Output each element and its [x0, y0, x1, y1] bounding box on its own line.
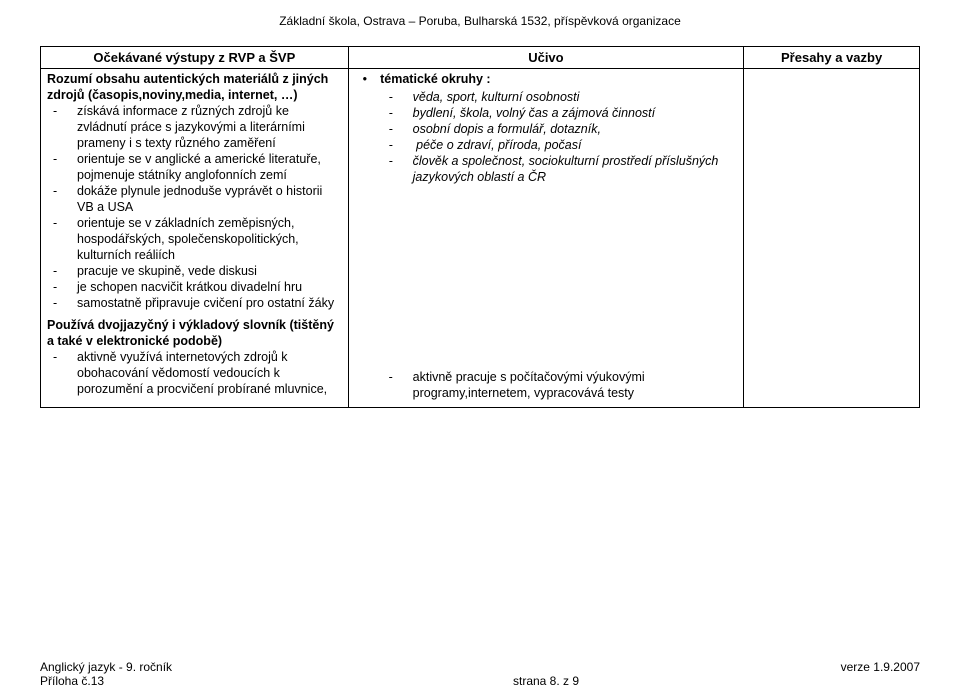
list-item: dokáže plynule jednoduše vyprávět o hist…	[65, 183, 342, 215]
outcomes-list-2: aktivně využívá internetových zdrojů k o…	[47, 349, 342, 397]
outcomes-list: získává informace z různých zdrojů ke zv…	[47, 103, 342, 311]
list-item: aktivně využívá internetových zdrojů k o…	[65, 349, 342, 397]
outcomes-intro-2: Používá dvojjazyčný i výkladový slovník …	[47, 317, 342, 349]
list-item: osobní dopis a formulář, dotazník,	[401, 121, 738, 137]
list-item: pracuje ve skupině, vede diskusi	[65, 263, 342, 279]
th-outcomes: Očekávané výstupy z RVP a ŠVP	[41, 47, 349, 69]
list-item: orientuje se v anglické a americké liter…	[65, 151, 342, 183]
footer-attachment: Příloha č.13	[40, 674, 172, 688]
outcomes-intro: Rozumí obsahu autentických materiálů z j…	[47, 71, 342, 103]
page-footer: Anglický jazyk - 9. ročník Příloha č.13 …	[40, 660, 920, 688]
list-item: orientuje se v základních zeměpisných, h…	[65, 215, 342, 263]
curriculum-topic: tématické okruhy : věda, sport, kulturní…	[377, 71, 738, 185]
list-item: věda, sport, kulturní osobnosti	[401, 89, 738, 105]
list-item: člověk a společnost, sociokulturní prost…	[401, 153, 738, 185]
curriculum-title: tématické okruhy :	[380, 72, 490, 86]
list-item: samostatně připravuje cvičení pro ostatn…	[65, 295, 342, 311]
org-header: Základní škola, Ostrava – Poruba, Bulhar…	[40, 14, 920, 28]
list-item: je schopen nacvičit krátkou divadelní hr…	[65, 279, 342, 295]
list-item: získává informace z různých zdrojů ke zv…	[65, 103, 342, 151]
table-header-row: Očekávané výstupy z RVP a ŠVP Učivo Přes…	[41, 47, 920, 69]
curriculum-bullet: tématické okruhy : věda, sport, kulturní…	[355, 71, 738, 185]
table-row: Rozumí obsahu autentických materiálů z j…	[41, 69, 920, 408]
footer-subject: Anglický jazyk - 9. ročník	[40, 660, 172, 674]
footer-left: Anglický jazyk - 9. ročník Příloha č.13	[40, 660, 172, 688]
curriculum-sublist: věda, sport, kulturní osobnosti bydlení,…	[377, 89, 738, 185]
cell-curriculum: tématické okruhy : věda, sport, kulturní…	[348, 69, 744, 408]
curriculum-list-2: aktivně pracuje s počítačovými výukovými…	[355, 369, 738, 401]
th-curriculum: Učivo	[348, 47, 744, 69]
cell-outcomes: Rozumí obsahu autentických materiálů z j…	[41, 69, 349, 408]
footer-version: verze 1.9.2007	[841, 660, 920, 674]
th-overlaps: Přesahy a vazby	[744, 47, 920, 69]
cell-overlaps	[744, 69, 920, 408]
list-item: bydlení, škola, volný čas a zájmová činn…	[401, 105, 738, 121]
spacer	[355, 185, 738, 369]
list-item: péče o zdraví, příroda, počasí	[401, 137, 738, 153]
content-table: Očekávané výstupy z RVP a ŠVP Učivo Přes…	[40, 46, 920, 408]
page: Základní škola, Ostrava – Poruba, Bulhar…	[0, 0, 960, 696]
list-item: aktivně pracuje s počítačovými výukovými…	[401, 369, 738, 401]
